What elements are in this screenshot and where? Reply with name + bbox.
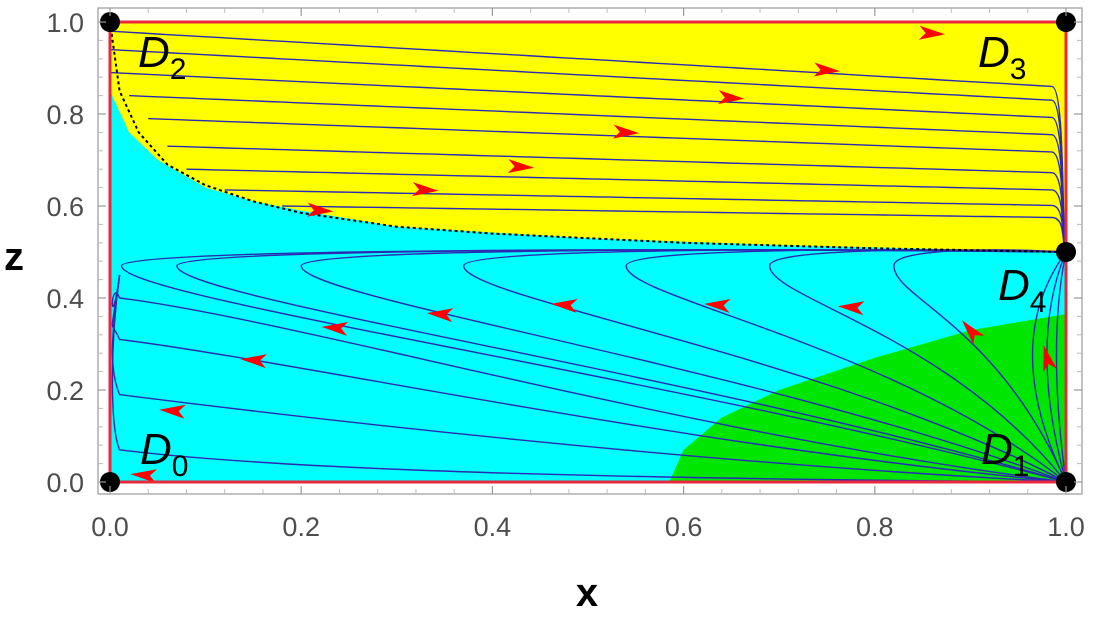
x-tick-label: 0.2 xyxy=(282,512,320,542)
streamline-lower xyxy=(111,274,1067,483)
flow-arrow-right xyxy=(918,25,946,40)
x-tick-label: 1.0 xyxy=(1047,512,1085,542)
flow-arrow-left xyxy=(426,308,454,323)
flow-arrow-up xyxy=(1043,345,1057,373)
streamline-middle xyxy=(625,249,1067,483)
critical-point-label-D4: D4 xyxy=(998,261,1046,319)
flow-arrow-left xyxy=(159,404,186,419)
streamline-upper xyxy=(224,189,1067,253)
critical-point-D4 xyxy=(1056,242,1076,262)
flow-arrow-up xyxy=(962,320,985,345)
critical-point-D0 xyxy=(100,472,120,492)
y-axis-label: z xyxy=(4,235,24,279)
critical-point-label-D2: D2 xyxy=(138,28,186,86)
streamline-upper xyxy=(282,205,1067,253)
streamline-upper xyxy=(129,94,1067,253)
flow-arrow-left xyxy=(704,299,731,313)
critical-point-label-main: D xyxy=(981,425,1013,474)
streamline-lower xyxy=(111,274,1067,483)
flow-arrow-left xyxy=(321,322,349,336)
critical-point-layer xyxy=(100,12,1076,492)
x-axis-label: x xyxy=(576,571,598,615)
separatrix-layer xyxy=(109,21,1067,253)
critical-point-label-subscript: 0 xyxy=(172,450,189,483)
region-upper xyxy=(110,22,1066,252)
critical-point-label-main: D xyxy=(138,28,170,77)
streamline-middle xyxy=(462,249,1067,483)
critical-point-label-D0: D0 xyxy=(140,425,188,483)
critical-point-label-main: D xyxy=(978,28,1010,77)
flow-arrow-right xyxy=(306,202,334,217)
flow-arrow-right xyxy=(718,90,745,105)
x-tick-label: 0.4 xyxy=(474,512,512,542)
critical-point-D2 xyxy=(100,12,120,32)
flow-arrow-left xyxy=(240,354,267,369)
critical-point-label-main: D xyxy=(998,261,1030,310)
streamline-lower xyxy=(111,274,1067,483)
y-tick-label: 0.4 xyxy=(46,284,84,314)
y-tick-label: 1.0 xyxy=(46,8,84,38)
flow-arrow-right xyxy=(813,62,840,77)
streamline-upper xyxy=(109,48,1067,253)
arrow-layer xyxy=(130,25,1057,484)
region-layer xyxy=(110,22,1066,482)
streamline-rising xyxy=(1055,251,1067,483)
x-tick-label: 0.0 xyxy=(91,512,129,542)
critical-point-label-subscript: 3 xyxy=(1010,53,1027,86)
flow-arrow-left xyxy=(837,301,865,316)
x-tick-label: 0.6 xyxy=(665,512,703,542)
x-tick-label: 0.8 xyxy=(856,512,894,542)
separatrix-curve xyxy=(109,21,1067,253)
flow-arrow-left xyxy=(551,299,578,313)
critical-point-label-subscript: 1 xyxy=(1013,450,1030,483)
streamline-lower xyxy=(111,274,1067,483)
streamline-upper xyxy=(109,71,1067,253)
plot-frame xyxy=(97,7,1083,495)
critical-point-label-main: D xyxy=(140,425,172,474)
flow-arrow-right xyxy=(412,182,439,197)
flow-arrow-left xyxy=(130,469,157,484)
critical-point-label-subscript: 4 xyxy=(1030,286,1047,319)
streamline-upper xyxy=(148,117,1067,253)
critical-point-label-D3: D3 xyxy=(978,28,1026,86)
critical-point-D1 xyxy=(1056,472,1076,492)
tick-layer: 0.0 0.2 0.4 0.6 0.8 1.0 0.0 0.2 0.4 0.6 0.8 1.0 xyxy=(46,8,1085,542)
critical-point-label-D1: D1 xyxy=(981,425,1029,483)
streamline-upper xyxy=(167,145,1067,253)
flow-arrow-right xyxy=(612,124,640,139)
y-tick-label: 0.2 xyxy=(46,376,84,406)
streamline-rising xyxy=(1031,251,1067,483)
streamline-upper xyxy=(109,30,1067,253)
critical-point-label-subscript: 2 xyxy=(170,53,187,86)
critical-point-D3 xyxy=(1056,12,1076,32)
y-tick-label: 0.8 xyxy=(46,100,84,130)
y-tick-label: 0.6 xyxy=(46,192,84,222)
y-tick-label: 0.0 xyxy=(46,468,84,498)
streamline-upper xyxy=(186,168,1067,253)
streamline-middle xyxy=(768,249,1067,483)
streamline-layer xyxy=(109,30,1067,483)
flow-arrow-right xyxy=(507,159,535,174)
